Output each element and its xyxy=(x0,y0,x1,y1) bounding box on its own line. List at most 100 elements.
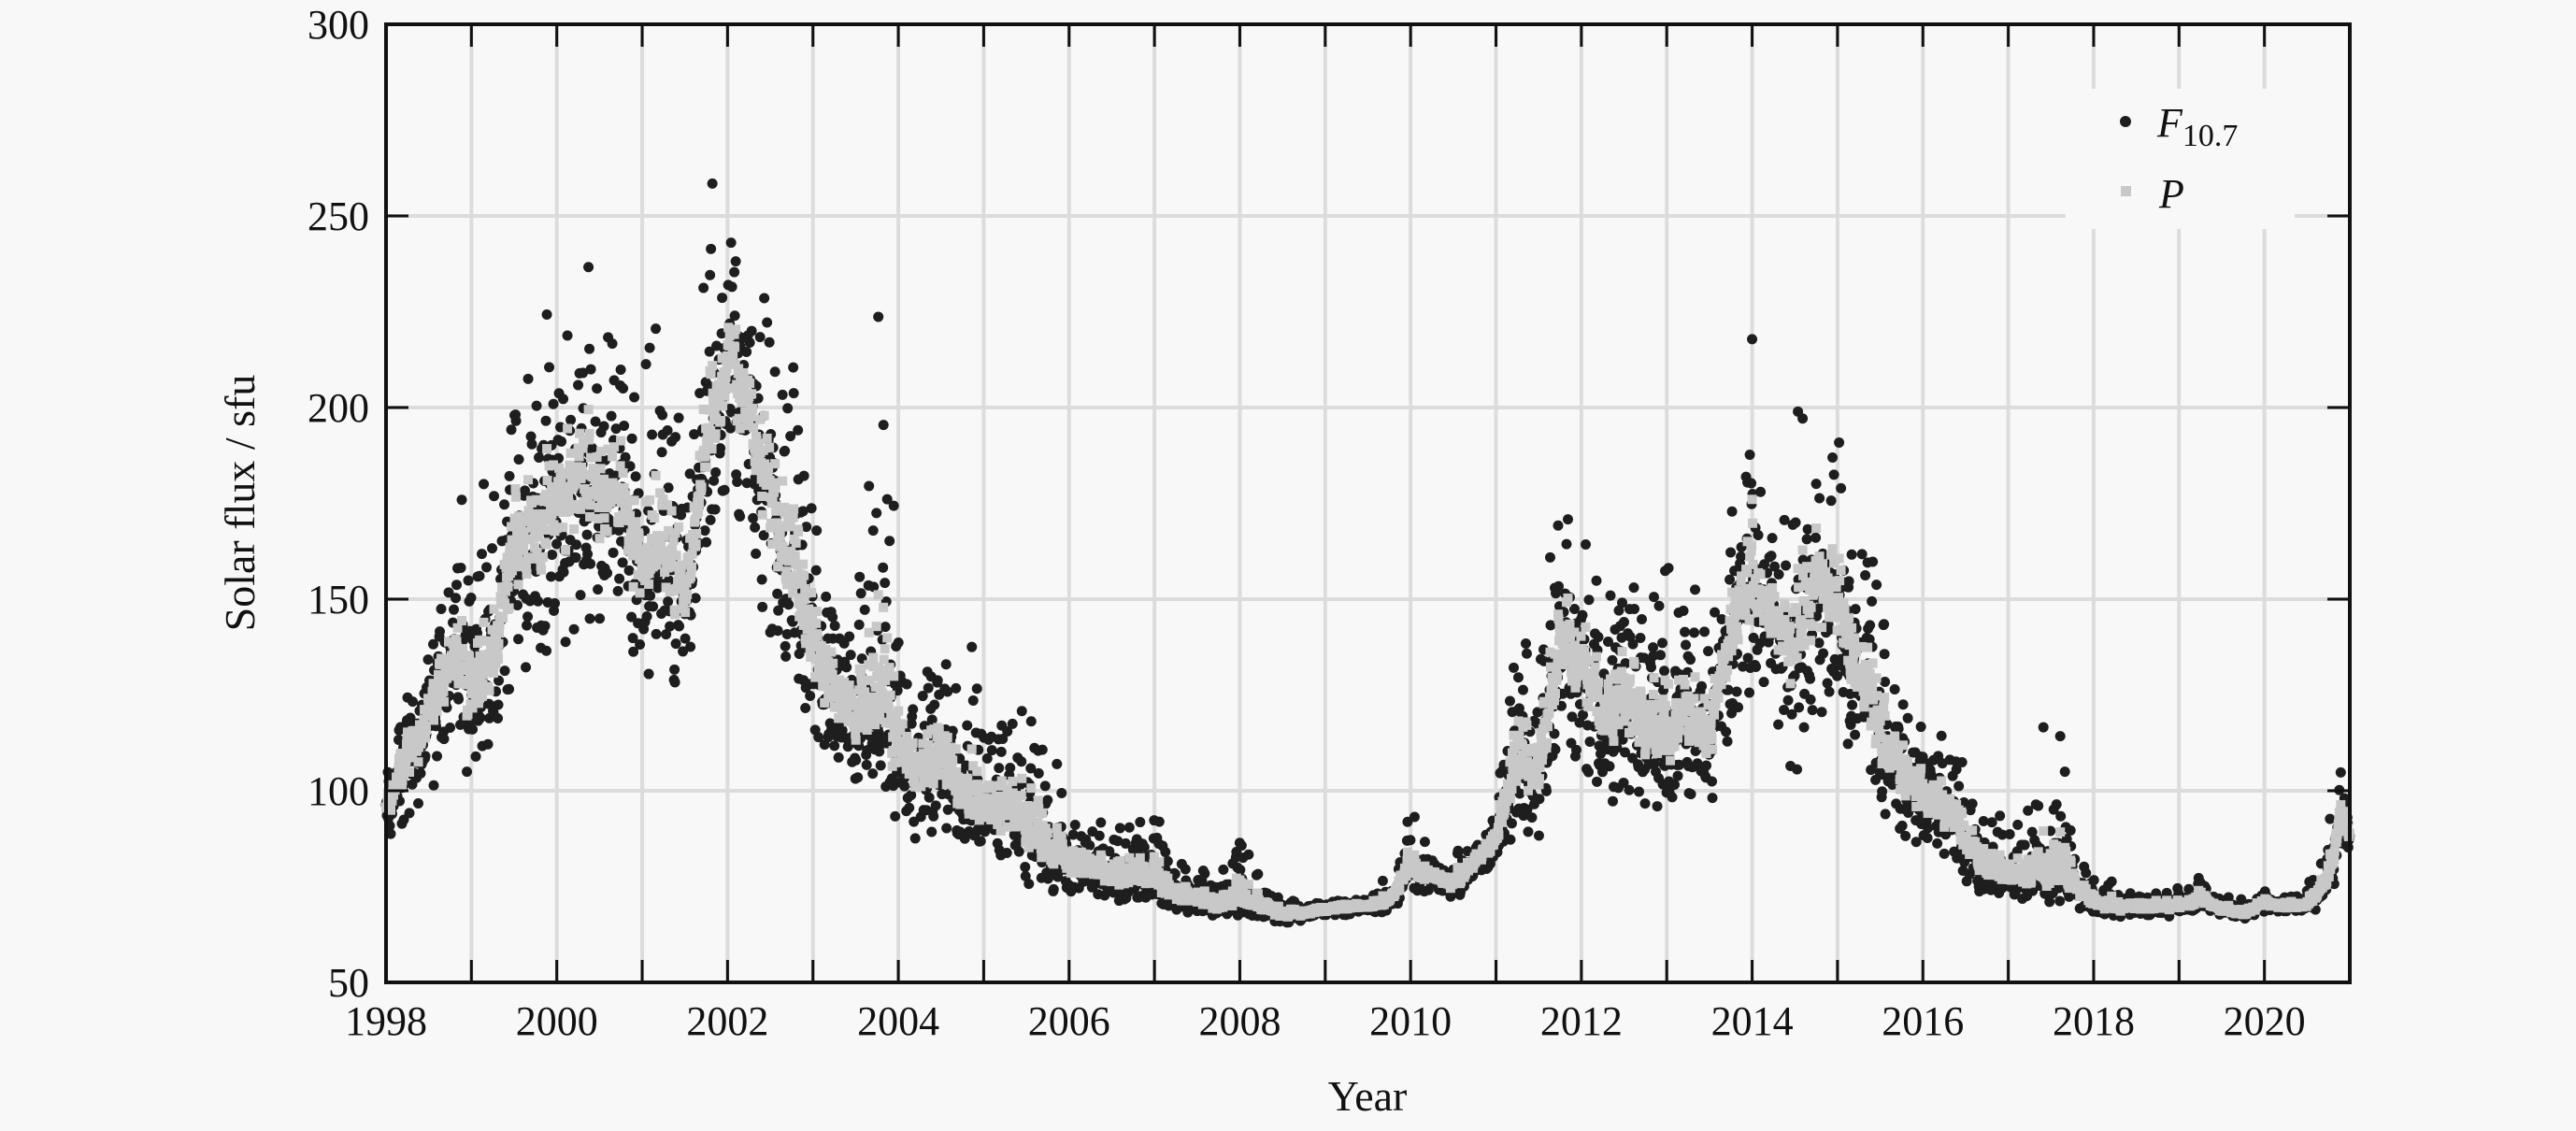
f107-point xyxy=(1419,837,1430,848)
f107-point xyxy=(1824,686,1835,697)
f107-point xyxy=(593,584,604,595)
f107-point xyxy=(689,429,700,440)
f107-point xyxy=(1199,868,1210,880)
f107-point xyxy=(465,592,477,603)
f107-point xyxy=(805,691,816,702)
f107-point xyxy=(951,682,962,694)
f107-point xyxy=(706,243,717,254)
f107-point xyxy=(829,621,840,632)
f107-point xyxy=(487,543,498,554)
f107-point xyxy=(1805,694,1816,705)
f107-point xyxy=(746,325,757,336)
f107-point xyxy=(662,425,673,437)
f107-point xyxy=(726,407,737,418)
f107-point xyxy=(673,412,684,423)
f107-point xyxy=(1634,786,1645,797)
f107-point xyxy=(1986,817,1997,828)
f107-point xyxy=(1685,654,1696,666)
f107-point xyxy=(1758,677,1769,688)
f107-point xyxy=(975,836,986,847)
p-point xyxy=(574,451,584,462)
f107-point xyxy=(1016,756,1027,767)
f107-point xyxy=(1810,532,1822,543)
p-point xyxy=(694,507,704,517)
f107-point xyxy=(640,359,651,370)
f107-point xyxy=(906,790,917,801)
f107-point xyxy=(772,625,783,637)
f107-point xyxy=(704,346,715,357)
p-point xyxy=(718,401,728,411)
f107-point xyxy=(859,604,870,615)
f107-point xyxy=(1553,520,1564,531)
f107-point xyxy=(967,695,979,707)
p-point xyxy=(503,581,513,592)
f107-point xyxy=(1936,730,1947,741)
p-point xyxy=(438,686,449,696)
f107-point xyxy=(1721,726,1732,737)
f107-point xyxy=(1836,482,1847,494)
f107-point xyxy=(1628,582,1639,594)
f107-point xyxy=(772,588,783,599)
p-point xyxy=(670,609,680,620)
f107-point xyxy=(1652,801,1663,812)
f107-point xyxy=(1834,437,1845,448)
f107-point xyxy=(540,415,551,426)
f107-point xyxy=(432,751,443,762)
f107-point xyxy=(1123,822,1135,833)
f107-point xyxy=(550,597,561,608)
f107-point xyxy=(1604,761,1615,772)
f107-point xyxy=(1005,762,1016,773)
f107-point xyxy=(729,266,740,278)
f107-point xyxy=(1722,736,1733,747)
f107-point xyxy=(1847,699,1858,710)
f107-point xyxy=(928,810,939,822)
f107-point xyxy=(852,772,864,783)
f107-point xyxy=(1680,626,1691,637)
f107-point xyxy=(1814,493,1825,504)
f107-point xyxy=(1880,809,1891,820)
f107-point xyxy=(663,482,674,494)
f107-point xyxy=(837,724,848,736)
p-point xyxy=(523,475,534,485)
f107-point xyxy=(475,712,486,723)
p-point xyxy=(608,451,618,462)
f107-point xyxy=(544,362,555,373)
f107-point xyxy=(1512,672,1524,683)
f107-point xyxy=(477,549,488,560)
f107-point xyxy=(499,499,510,510)
p-point xyxy=(707,444,717,454)
f107-point xyxy=(995,746,1007,757)
f107-point xyxy=(1939,848,1950,859)
f107-point xyxy=(719,484,730,495)
f107-point xyxy=(827,611,838,623)
f107-point xyxy=(1094,830,1105,841)
f107-point xyxy=(645,590,656,601)
f107-point xyxy=(780,640,791,651)
f107-point xyxy=(788,362,799,373)
f107-point xyxy=(438,734,450,745)
f107-point xyxy=(1746,478,1757,489)
f107-point xyxy=(785,431,796,442)
f107-point xyxy=(698,282,709,293)
f107-point xyxy=(1816,707,1827,718)
f107-point xyxy=(2004,828,2015,839)
f107-point xyxy=(868,581,880,593)
f107-point xyxy=(619,420,630,431)
f107-point xyxy=(573,379,584,391)
f107-point xyxy=(926,826,937,838)
f107-point xyxy=(741,346,752,357)
f107-point xyxy=(1922,833,1933,844)
f107-point xyxy=(546,571,557,582)
f107-point xyxy=(643,668,654,680)
f107-point xyxy=(1802,523,1813,535)
f107-point xyxy=(1505,834,1516,845)
p-point xyxy=(708,361,718,371)
f107-point xyxy=(1002,725,1013,737)
f107-point xyxy=(893,637,904,649)
f107-point xyxy=(1629,603,1640,614)
f107-point xyxy=(909,833,921,844)
f107-point xyxy=(481,562,493,573)
f107-point xyxy=(651,628,662,639)
f107-point xyxy=(1252,868,1264,880)
f107-point xyxy=(453,694,465,705)
